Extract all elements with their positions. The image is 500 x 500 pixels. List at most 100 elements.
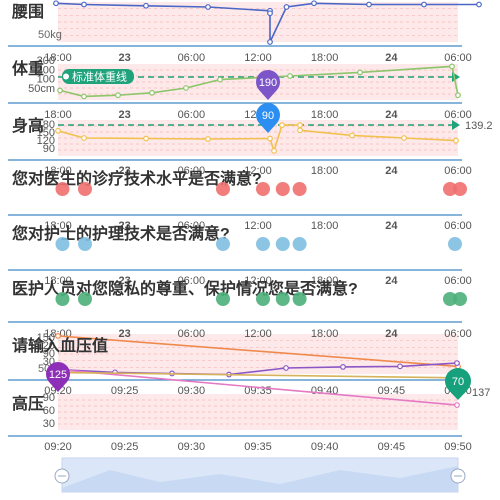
series-point [81,93,87,100]
time-tick-label: 06:00 [178,109,206,121]
series-point [287,73,293,79]
series-point [205,4,211,10]
survey-dot [443,182,457,196]
time-tick-label: 06:00 [178,220,206,232]
time-tick-label: 18:00 [44,109,72,121]
marker-value: 70 [452,376,464,388]
time-tick-label: 18:00 [44,220,72,232]
time-tick-label: 06:00 [444,275,472,287]
marker-pin [445,368,471,394]
time-tick-label: 09:25 [111,441,139,453]
panel-title: 医护人员对您隐私的尊重、保护情况您是否满意? [12,279,358,298]
series-point [476,1,482,8]
survey-dot [256,237,270,251]
survey-dot [256,292,270,306]
marker-value: 190 [259,77,277,89]
panel-title: 请输入血压值 [12,336,108,355]
time-tick-label: 18:00 [311,275,339,287]
survey-dot [55,237,70,251]
survey-dot [216,237,230,251]
survey-dot [78,292,92,306]
survey-dot [448,237,462,251]
time-tick-label: 18:00 [44,275,72,287]
survey-dot [275,182,290,196]
survey-dot [275,237,290,251]
time-tick-label: 06:00 [444,109,472,121]
time-tick-label: 09:35 [244,441,272,453]
marker-pin [256,70,280,94]
y-tick-label: 30 [43,418,55,430]
time-tick-label: 12:00 [244,275,272,287]
survey-dot [216,182,230,196]
series-line [57,368,458,406]
marker-pin [256,103,280,127]
time-tick-label: 23 [119,328,131,340]
y-tick-label: 200 [37,64,55,76]
series-point [454,360,460,366]
series-point [115,92,121,99]
time-tick-label: 23 [119,109,131,121]
time-tick-label: 06:00 [444,165,472,177]
survey-dot [292,292,307,306]
range-slider-area [62,466,458,492]
series-point [366,1,372,8]
series-point [453,137,459,144]
series-point [454,402,460,408]
series-point [311,0,317,7]
series-point [53,0,59,7]
time-tick-label: 18:00 [311,165,339,177]
reference-label-dot [63,73,69,80]
series-point [205,136,211,142]
series-point [267,10,273,17]
survey-dot [216,292,230,306]
time-tick-label: 23 [119,165,131,177]
y-tick-label: 150 [37,127,55,139]
time-tick-label: 09:30 [178,441,206,453]
series-point [143,2,149,9]
time-tick-label: 18:00 [311,52,339,64]
time-tick-label: 24 [385,220,398,232]
series-point [81,1,87,8]
y-tick-label: 120 [37,135,55,147]
series-point [55,127,61,134]
series-point [401,135,407,141]
series-point [297,122,303,129]
y-tick-label: 300 [37,55,55,67]
time-tick-label: 23 [119,220,131,232]
reference-value: 139.2 [465,120,493,132]
time-tick-label: 12:00 [244,220,272,232]
time-tick-label: 06:00 [444,328,472,340]
series-point [57,87,63,94]
series-line [57,371,458,379]
time-tick-label: 24 [385,109,398,121]
time-tick-label: 18:00 [311,328,339,340]
marker-value: 90 [262,110,274,122]
series-point [143,135,149,142]
time-tick-label: 24 [385,275,398,287]
series-point [349,132,355,139]
panel-title: 腰围 [12,3,44,21]
series-point [283,365,289,371]
survey-dot [292,237,307,251]
series-line [57,335,459,368]
panel-title: 身高 [12,116,44,135]
y-tick-label: 120 [37,340,55,352]
panel-title: 您对医生的诊疗技术水平是否满意? [12,169,262,188]
survey-dot [443,292,457,306]
time-tick-label: 18:00 [44,165,72,177]
survey-dot [275,292,290,306]
time-tick-label: 12:00 [244,165,272,177]
series-point [455,92,461,99]
survey-dot [292,182,307,196]
time-tick-label: 23 [119,52,131,64]
series-point [397,363,403,370]
series-point [267,39,273,45]
time-tick-label: 06:00 [178,275,206,287]
time-tick-label: 12:00 [244,52,272,64]
panel-title: 您对护士的护理技术是否满意? [12,224,230,243]
series-point [283,4,290,10]
series-point [421,1,427,8]
time-tick-label: 09:50 [444,441,472,453]
time-tick-label: 23 [119,275,131,287]
